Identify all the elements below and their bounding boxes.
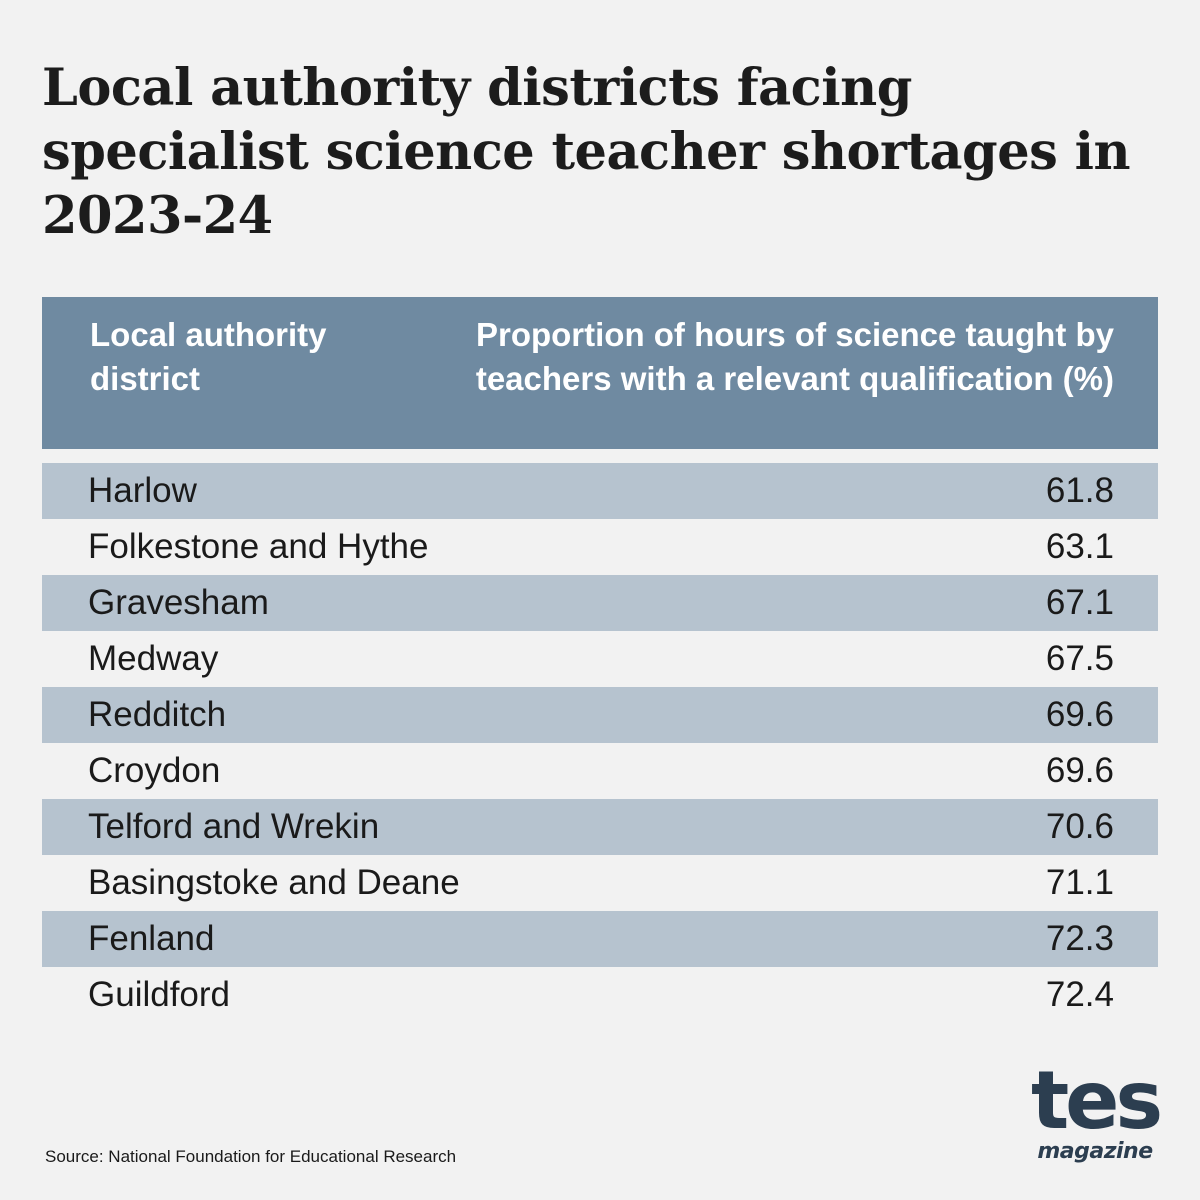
- column-header-proportion: Proportion of hours of science taught by…: [475, 316, 1114, 397]
- district-name: Basingstoke and Deane: [88, 863, 460, 902]
- table-row: Redditch 69.6: [42, 687, 1158, 743]
- table-body: Harlow 61.8 Folkestone and Hythe 63.1 Graves…: [42, 463, 1158, 1023]
- logo-subtitle: magazine: [1037, 1139, 1153, 1164]
- table-row: Gravesham 67.1: [42, 575, 1158, 631]
- data-table: Local authority district Proportion of h…: [42, 297, 1158, 1023]
- table-row: Harlow 61.8: [42, 463, 1158, 519]
- chart-title: Local authority districts facing special…: [42, 58, 1131, 246]
- proportion-value: 70.6: [1045, 807, 1114, 846]
- table-row: Telford and Wrekin 70.6: [42, 799, 1158, 855]
- proportion-value: 61.8: [1045, 471, 1114, 510]
- logo-wordmark: tes: [1030, 1054, 1163, 1147]
- proportion-value: 63.1: [1045, 527, 1114, 566]
- proportion-value: 72.3: [1045, 919, 1114, 958]
- district-name: Medway: [88, 639, 219, 678]
- district-name: Croydon: [88, 751, 221, 790]
- district-name: Telford and Wrekin: [88, 807, 380, 846]
- proportion-value: 69.6: [1045, 751, 1114, 790]
- tes-magazine-logo: tes magazine: [1030, 1054, 1163, 1172]
- district-name: Harlow: [88, 471, 197, 510]
- column-header-district: Local authority district: [90, 316, 327, 397]
- district-name: Gravesham: [88, 583, 269, 622]
- source-note: Source: National Foundation for Educatio…: [45, 1147, 457, 1166]
- proportion-value: 69.6: [1045, 695, 1114, 734]
- table-row: Croydon 69.6: [42, 743, 1158, 799]
- proportion-value: 72.4: [1045, 975, 1114, 1014]
- table-row: Guildford 72.4: [42, 967, 1158, 1023]
- district-name: Redditch: [88, 695, 227, 734]
- table-row: Fenland 72.3: [42, 911, 1158, 967]
- district-name: Fenland: [88, 919, 215, 958]
- proportion-value: 67.1: [1045, 583, 1114, 622]
- district-name: Guildford: [88, 975, 231, 1014]
- proportion-value: 67.5: [1045, 639, 1114, 678]
- table-row: Folkestone and Hythe 63.1: [42, 519, 1158, 575]
- table-header: Local authority district Proportion of h…: [42, 297, 1158, 449]
- district-name: Folkestone and Hythe: [88, 527, 429, 566]
- table-row: Medway 67.5: [42, 631, 1158, 687]
- proportion-value: 71.1: [1045, 863, 1114, 902]
- table-row: Basingstoke and Deane 71.1: [42, 855, 1158, 911]
